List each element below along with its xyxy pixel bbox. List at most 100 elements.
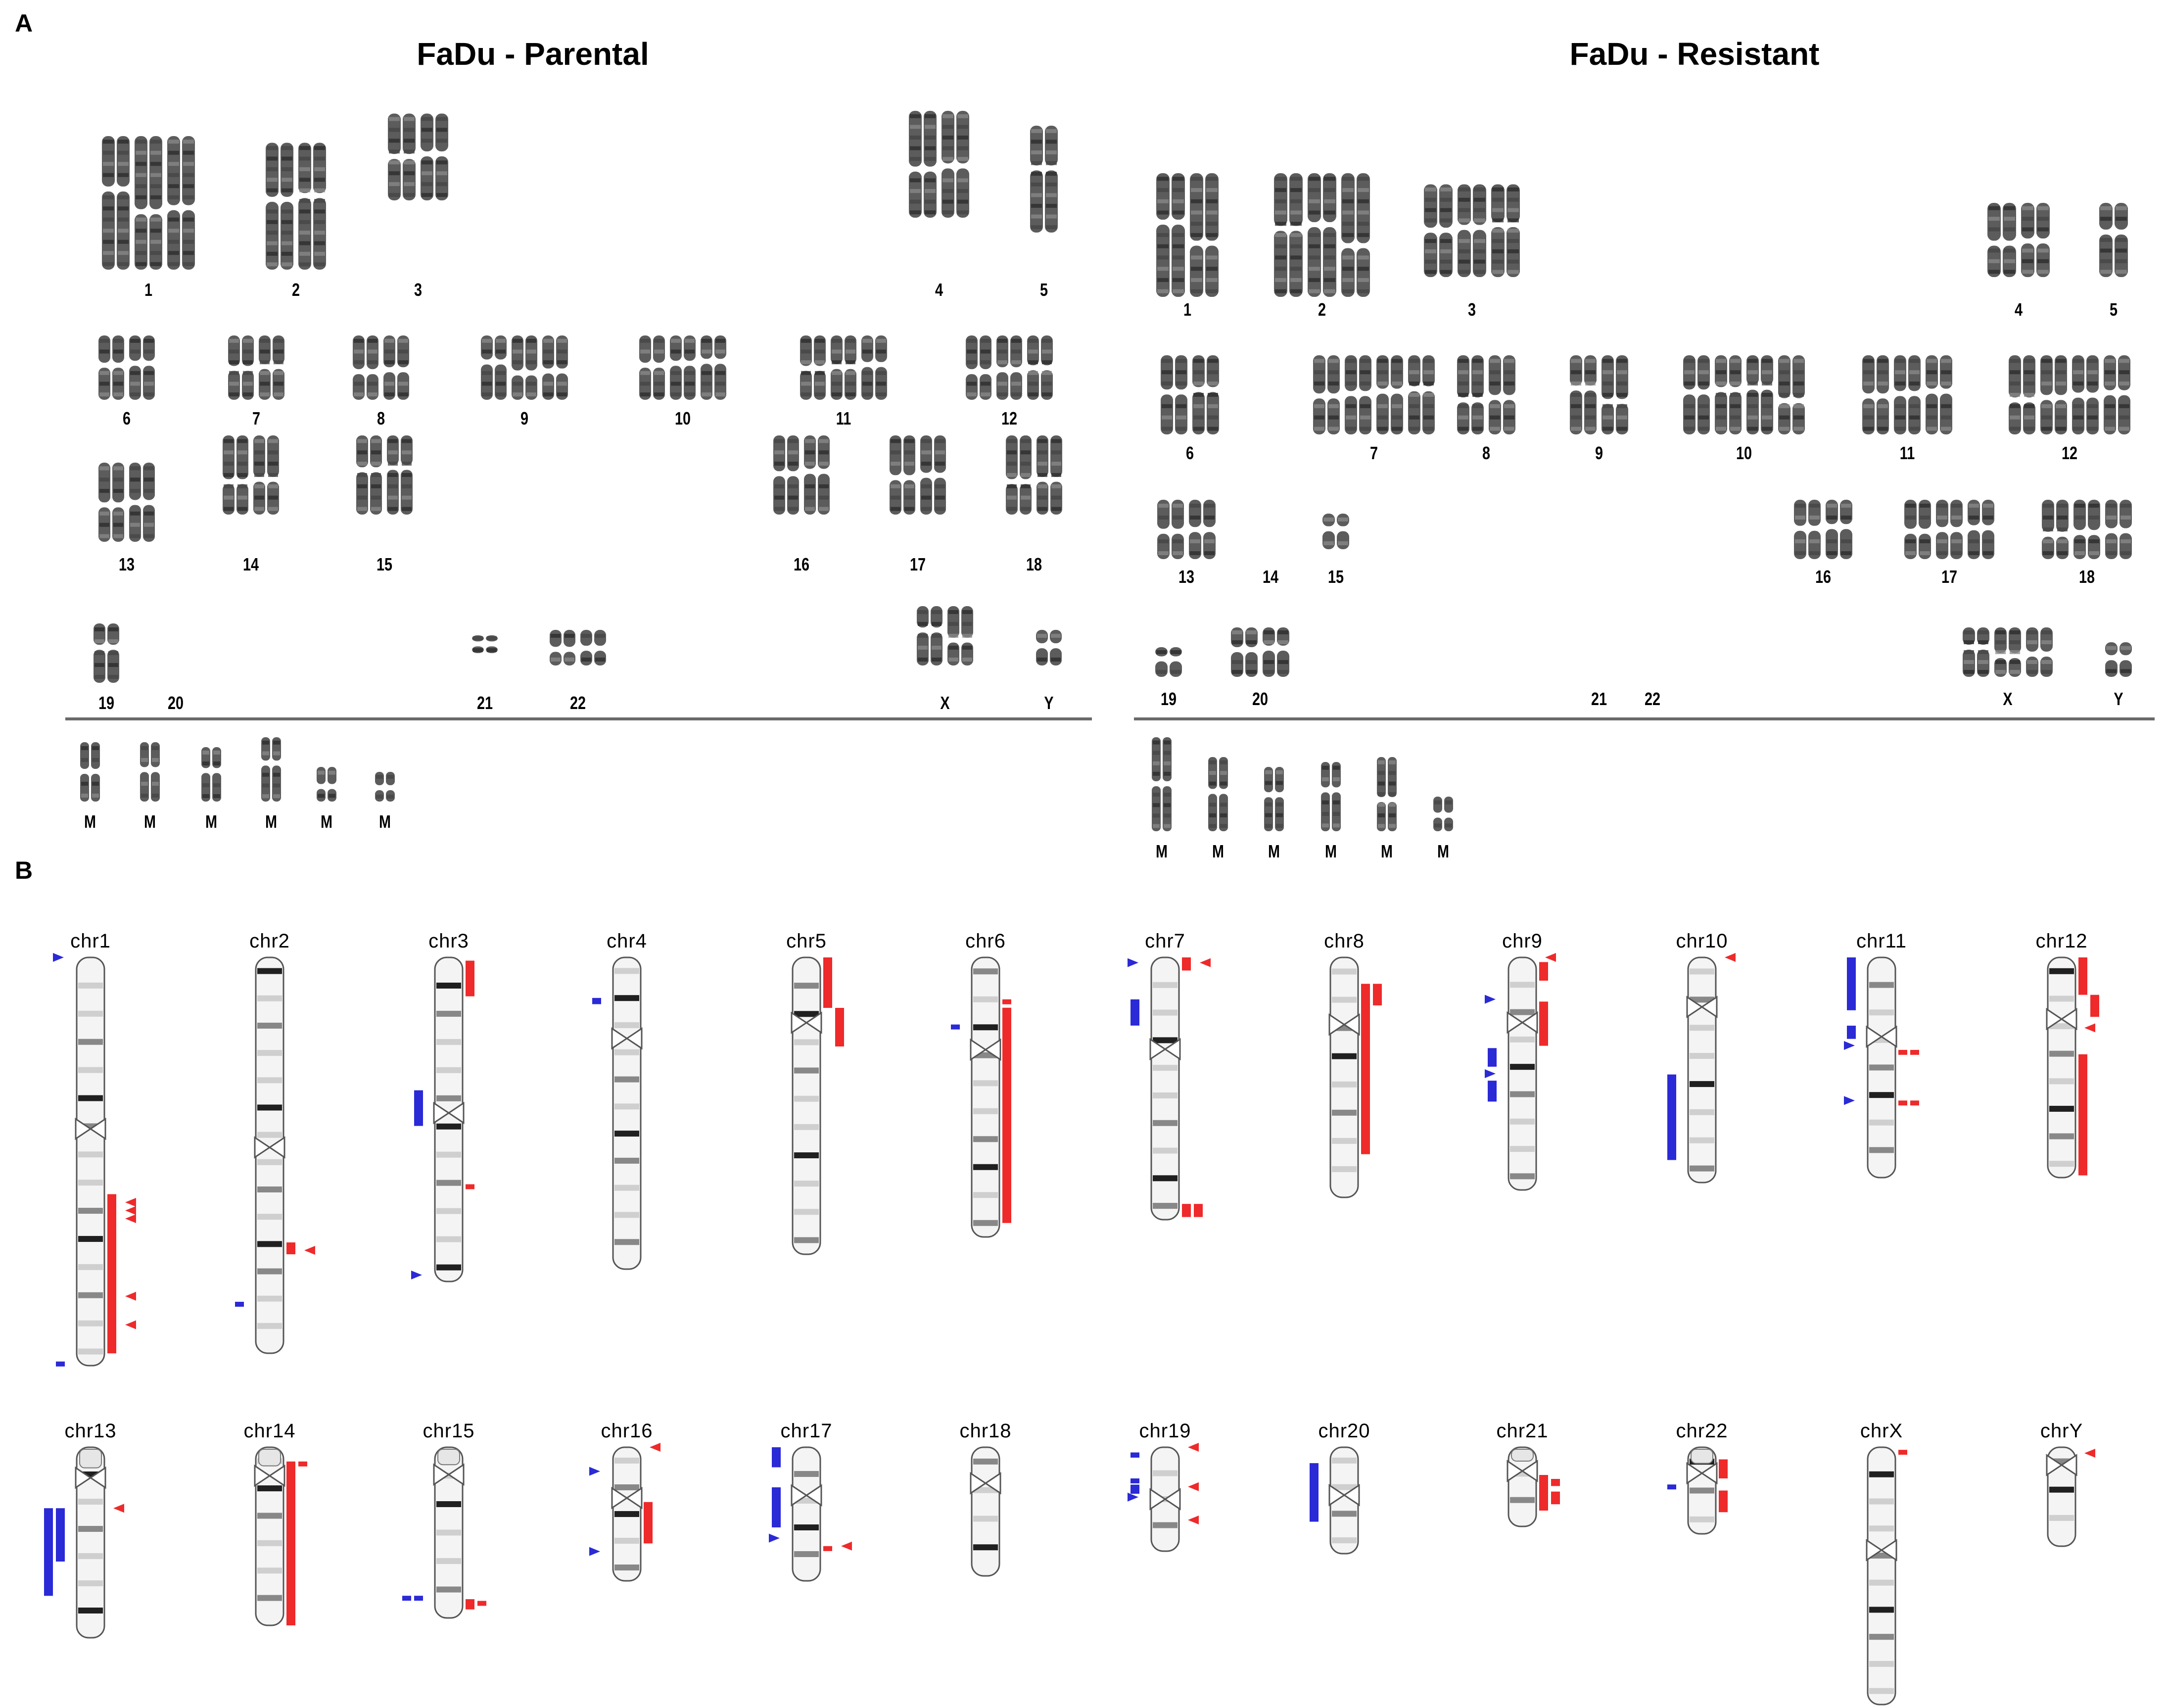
cnv-gain-marker [841,1541,852,1551]
parental-chromosome-10 [701,335,726,400]
parental-label-5: 5 [1039,280,1048,300]
cnv-gain-segment [466,960,474,996]
panel-a-letter: A [15,9,33,37]
resistant-label-17: 17 [1941,567,1958,587]
cnv-gain-marker [125,1214,136,1223]
parental-label-11: 11 [836,408,851,428]
cnv-gain-segment [1182,957,1191,971]
ideogram-label-chr11: chr11 [1856,930,1907,952]
resistant-marker-chromosome [1377,757,1397,831]
parental-chromosome-Y [1036,630,1062,665]
resistant-label-2: 2 [1318,299,1326,320]
parental-label-10: 10 [674,408,691,428]
ideogram-chr13 [75,1446,106,1639]
resistant-chromosome-16 [1794,500,1821,559]
parental-chromosome-4 [942,111,969,218]
resistant-label-6: 6 [1185,443,1194,463]
parental-label-17: 17 [909,554,926,574]
resistant-chromosome-8 [1457,355,1484,434]
resistant-label-11: 11 [1899,443,1915,463]
parental-label-20: 20 [167,693,184,713]
cnv-gain-segment [1182,1204,1191,1217]
resistant-chromosome-11 [1862,355,1889,434]
resistant-label-5: 5 [2109,299,2118,320]
parental-marker-chromosome [80,742,100,802]
parental-label-2: 2 [291,280,300,300]
resistant-chromosome-17 [1968,500,1994,559]
parental-chromosome-3 [388,113,416,200]
parental-marker-chromosome [261,737,281,802]
parental-chromosome-1 [135,136,162,270]
resistant-chromosome-17 [1936,500,1963,559]
resistant-marker-label: M [1325,841,1337,861]
resistant-label-18: 18 [2078,567,2095,587]
parental-label-8: 8 [377,408,385,428]
resistant-chromosome-16 [1826,500,1852,559]
ideogram-chr12 [2046,956,2077,1179]
resistant-chromosome-8 [1489,355,1515,434]
parental-label-21: 21 [476,693,493,713]
parental-chromosome-10 [639,335,665,400]
parental-chromosome-X [917,606,942,665]
resistant-chromosome-7 [1345,355,1371,434]
resistant-chromosome-6 [1192,355,1219,434]
ideogram-chr19 [1149,1446,1181,1552]
parental-marker-chromosome [140,742,160,802]
ideogram-label-chr16: chr16 [601,1420,653,1442]
resistant-chromosome-9 [1602,355,1628,434]
parental-label-X: X [940,693,950,713]
cnv-loss-segment [1131,1452,1139,1458]
panel-b-letter: B [15,856,33,884]
resistant-label-20: 20 [1252,689,1269,709]
cnv-gain-segment [1898,1049,1907,1055]
parental-marker-chromosome [317,767,336,802]
cnv-gain-segment [1002,1007,1011,1223]
cnv-loss-segment [1310,1463,1319,1522]
resistant-marker-chromosome [1321,762,1341,831]
ideogram-label-chr8: chr8 [1324,930,1365,952]
resistant-label-1: 1 [1183,299,1192,320]
resistant-marker-chromosome [1264,767,1284,831]
resistant-chromosome-7 [1376,355,1403,434]
parental-label-4: 4 [935,280,943,300]
resistant-marker-label: M [1381,841,1393,861]
cnv-gain-marker [125,1320,136,1329]
ideogram-chr2 [254,956,285,1354]
ideogram-chr1 [75,956,106,1367]
ideogram-label-chr15: chr15 [423,1420,475,1442]
parental-chromosome-6 [129,335,155,400]
resistant-chromosome-18 [2073,500,2100,559]
ideogram-label-chr2: chr2 [249,930,290,952]
cnv-gain-marker [1188,1482,1199,1491]
cnv-loss-segment [1488,1048,1497,1067]
cnv-loss-segment [235,1302,244,1307]
resistant-chromosome-10 [1746,355,1773,434]
resistant-label-X: X [2003,689,2013,709]
parental-chromosome-18 [1006,435,1032,515]
cnv-loss-segment [402,1596,411,1601]
cnv-gain-segment [644,1502,653,1544]
resistant-title: FaDu - Resistant [1569,36,1820,72]
cnv-gain-marker [1725,953,1736,962]
resistant-chromosome-1 [1156,173,1185,297]
resistant-label-3: 3 [1467,299,1476,320]
cnv-loss-segment [1131,999,1139,1026]
parental-label-22: 22 [569,693,586,713]
ideogram-chr10 [1686,956,1718,1184]
parental-marker-label: M [144,811,156,832]
parental-chromosome-10 [670,335,696,400]
ideogram-chr14 [254,1446,285,1626]
cnv-gain-segment [1719,1490,1728,1513]
parental-marker-label: M [321,811,332,832]
cnv-gain-segment [1910,1100,1919,1106]
ideogram-chr3 [433,956,465,1282]
parental-chromosome-11 [800,335,826,400]
resistant-chromosome-12 [2040,355,2067,434]
cnv-gain-segment [1551,1491,1560,1505]
cnv-gain-segment [1719,1459,1728,1478]
resistant-chromosome-4 [1987,203,2016,277]
parental-chromosome-14 [253,435,279,515]
ideogram-chr15 [433,1446,465,1619]
resistant-chromosome-12 [2104,355,2130,434]
resistant-chromosome-7 [1313,355,1340,434]
